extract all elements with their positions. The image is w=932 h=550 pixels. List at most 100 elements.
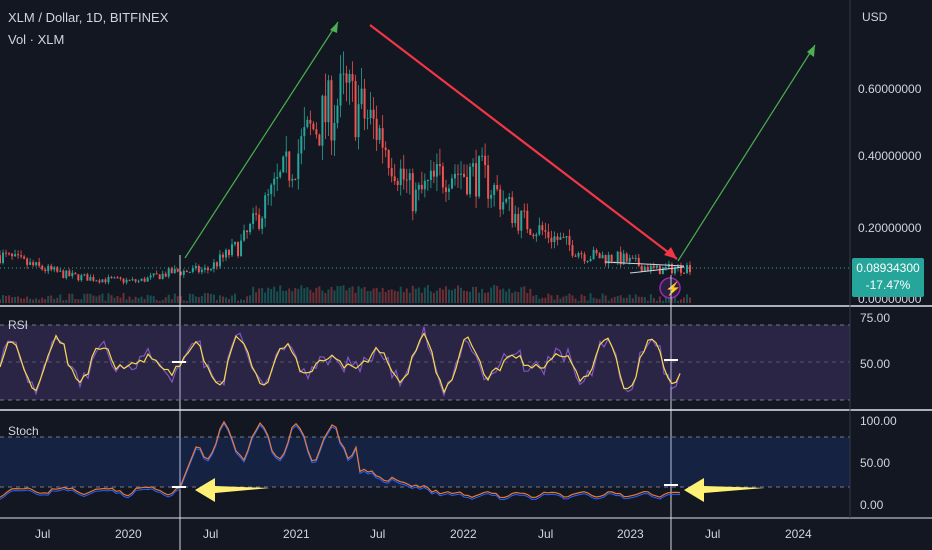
volume-bar: [592, 297, 595, 303]
candle-body: [435, 164, 438, 177]
volume-bar: [333, 290, 336, 303]
candle-body: [333, 123, 336, 141]
candle-body: [664, 267, 667, 269]
candle-body: [173, 268, 176, 274]
rsi-axis[interactable]: 75.00 50.00: [860, 311, 890, 371]
volume-bar: [460, 287, 463, 303]
candle-body: [143, 278, 146, 282]
candle-body: [170, 268, 173, 274]
candle-body: [429, 170, 432, 181]
volume-bar: [158, 300, 161, 303]
volume-bar: [689, 297, 691, 303]
volume-bar: [517, 291, 520, 303]
volume-bar: [92, 295, 95, 303]
volume-title[interactable]: Vol · XLM: [8, 32, 65, 47]
candle-body: [146, 277, 149, 282]
volume-bar: [423, 287, 426, 303]
candle-body: [113, 277, 116, 279]
volume-bar: [390, 289, 393, 303]
candle-body: [372, 109, 375, 119]
volume-bar: [29, 298, 32, 303]
volume-bar: [559, 298, 562, 303]
symbol-title[interactable]: XLM / Dollar, 1D, BITFINEX: [8, 10, 169, 25]
rsi-pane-title[interactable]: RSI: [8, 318, 29, 332]
volume-bar: [155, 299, 158, 303]
volume-bar: [143, 299, 146, 303]
volume-bar: [520, 287, 523, 303]
volume-bar: [98, 295, 101, 303]
candle-body: [589, 259, 592, 262]
green-arrow-up-left: [184, 21, 339, 259]
candle-body: [586, 261, 589, 263]
stoch-pane-title[interactable]: Stoch: [8, 424, 39, 438]
candle-body: [460, 173, 463, 175]
volume-bar: [152, 296, 155, 303]
candle-body: [197, 266, 200, 273]
candle-body: [315, 129, 318, 135]
candle-body: [490, 194, 493, 199]
candle-body: [652, 265, 655, 268]
candle-body: [541, 225, 544, 231]
candle-body: [116, 277, 119, 279]
candle-body: [267, 194, 270, 196]
candle-body: [2, 252, 5, 264]
volume-bar: [240, 299, 243, 303]
volume-bar: [580, 294, 583, 303]
volume-bar: [598, 299, 601, 303]
candle-body: [318, 134, 321, 146]
volume-bar: [354, 292, 357, 303]
candle-body: [279, 172, 282, 177]
candle-body: [559, 237, 562, 240]
volume-bar: [544, 297, 547, 303]
volume-bar: [574, 298, 577, 303]
volume-bar: [282, 290, 285, 303]
red-arrow-down: [369, 24, 678, 260]
rsi-pane[interactable]: [0, 324, 850, 401]
volume-bar: [188, 293, 191, 303]
volume-bar: [351, 286, 354, 303]
stoch-axis[interactable]: 100.00 50.00 0.00: [860, 414, 897, 512]
last-price-badge: 0.08934300 -17.47%: [852, 258, 924, 297]
volume-bar: [631, 298, 634, 303]
volume-bar: [8, 295, 11, 303]
stoch-pane[interactable]: [0, 420, 850, 502]
candle-body: [110, 277, 113, 279]
time-axis[interactable]: Jul 2020 Jul 2021 Jul 2022 Jul 2023 Jul …: [35, 527, 812, 541]
volume-bar: [366, 291, 369, 303]
volume-bar: [499, 289, 502, 303]
volume-bar: [191, 294, 194, 303]
candle-body: [167, 268, 170, 277]
lightning-icon[interactable]: [659, 277, 681, 299]
price-pane[interactable]: ⚡: [0, 0, 850, 550]
candle-body: [104, 279, 107, 283]
candle-body: [381, 128, 384, 148]
candle-body: [38, 262, 41, 266]
candle-body: [300, 136, 303, 154]
candle-body: [607, 254, 610, 264]
candle-body: [249, 223, 252, 233]
candle-body: [158, 274, 161, 280]
candle-body: [330, 80, 333, 141]
volume-bar: [646, 300, 649, 303]
last-price-change: -17.47%: [865, 278, 911, 292]
volume-bar: [514, 291, 517, 303]
candle-body: [447, 188, 450, 192]
volume-bar: [450, 290, 453, 303]
time-tick: Jul: [35, 527, 50, 541]
candle-body: [309, 119, 312, 124]
green-arrow-up-right: [677, 44, 816, 262]
candle-body: [252, 213, 255, 224]
volume-bar: [261, 287, 264, 303]
volume-bar: [616, 295, 619, 303]
candle-body: [336, 105, 339, 124]
candle-body: [206, 267, 209, 271]
candle-body: [453, 173, 456, 179]
volume-bar: [200, 295, 203, 303]
candle-body: [161, 273, 164, 280]
candle-body: [366, 118, 369, 120]
candle-body: [393, 176, 396, 182]
candle-body: [375, 118, 378, 140]
rsi-line: [0, 332, 681, 394]
candle-body: [231, 244, 234, 256]
